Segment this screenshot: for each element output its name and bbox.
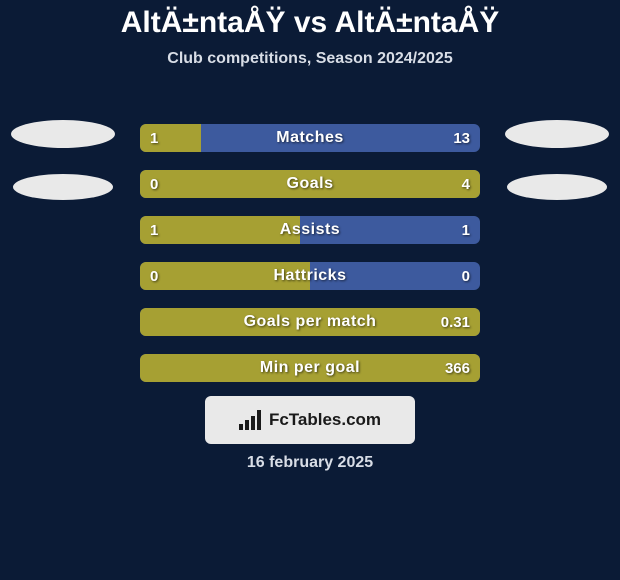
stat-row-matches: Matches1 13 bbox=[140, 124, 480, 152]
stat-row-goals-per-match: Goals per match0.31 bbox=[140, 308, 480, 336]
stat-label: Goals bbox=[140, 170, 480, 198]
stat-value-left: 0 bbox=[140, 170, 168, 198]
generated-date: 16 february 2025 bbox=[0, 454, 620, 472]
brand-text: FcTables.com bbox=[269, 410, 381, 430]
stat-value-right: 366 bbox=[435, 354, 480, 382]
stat-rows: Matches113Goals04Assists11Hattricks00Goa… bbox=[140, 124, 480, 382]
stat-row-assists: Assists1 1 bbox=[140, 216, 480, 244]
team-logos-right bbox=[502, 120, 612, 200]
team-logo-right-2 bbox=[507, 174, 607, 200]
team-logo-left-1 bbox=[11, 120, 115, 148]
stat-value-left bbox=[140, 308, 160, 336]
page-title: AltÄ±ntaÅŸ vs AltÄ±ntaÅŸ bbox=[0, 0, 620, 40]
brand-badge: FcTables.com bbox=[205, 396, 415, 444]
stat-value-right: 0.31 bbox=[431, 308, 480, 336]
stat-label: Goals per match bbox=[140, 308, 480, 336]
team-logo-right-1 bbox=[505, 120, 609, 148]
stat-value-right: 4 bbox=[452, 170, 480, 198]
stat-value-right: 13 bbox=[443, 124, 480, 152]
stat-row-goals: Goals0 4 bbox=[140, 170, 480, 198]
stat-value-left bbox=[140, 354, 160, 382]
brand-bars-icon bbox=[239, 410, 261, 430]
stat-value-left: 1 bbox=[140, 124, 168, 152]
stat-row-min-per-goal: Min per goal366 bbox=[140, 354, 480, 382]
stat-row-hattricks: Hattricks0 0 bbox=[140, 262, 480, 290]
team-logos-left bbox=[8, 120, 118, 200]
stat-value-right: 1 bbox=[452, 216, 480, 244]
stat-label: Matches bbox=[140, 124, 480, 152]
stat-label: Assists bbox=[140, 216, 480, 244]
stat-value-left: 0 bbox=[140, 262, 168, 290]
stat-value-left: 1 bbox=[140, 216, 168, 244]
subtitle: Club competitions, Season 2024/2025 bbox=[0, 50, 620, 68]
comparison-infographic: AltÄ±ntaÅŸ vs AltÄ±ntaÅŸ Club competitio… bbox=[0, 0, 620, 580]
stat-label: Hattricks bbox=[140, 262, 480, 290]
stat-value-right: 0 bbox=[452, 262, 480, 290]
stat-label: Min per goal bbox=[140, 354, 480, 382]
team-logo-left-2 bbox=[13, 174, 113, 200]
